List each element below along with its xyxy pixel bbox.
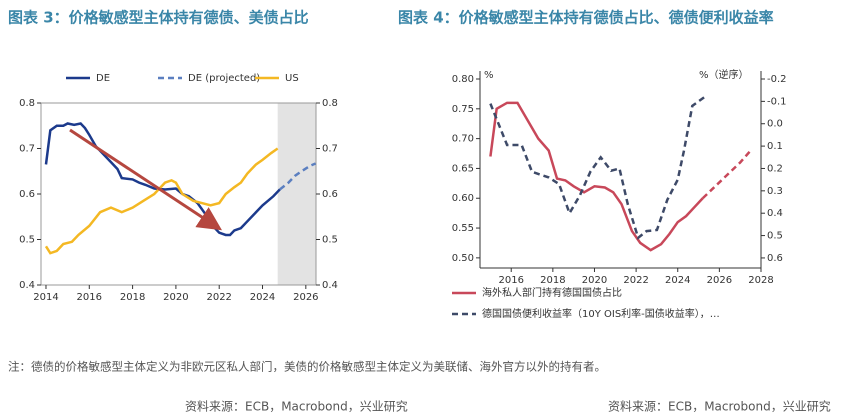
y2-tick-label: -0.2 xyxy=(767,74,787,85)
x-tick-label: 2016 xyxy=(77,292,102,303)
y2-tick-label: 0.3 xyxy=(767,186,783,197)
projection-shade xyxy=(277,103,316,285)
x-tick-label: 2014 xyxy=(33,292,58,303)
note: 注：德债的价格敏感型主体定义为非欧元区私人部门，美债的价格敏感型主体定义为美联储… xyxy=(8,360,606,374)
legend-label: US xyxy=(285,73,299,84)
y-tick-label: 0.55 xyxy=(452,223,474,234)
legend-label: 海外私人部门持有德国国债占比 xyxy=(482,286,622,299)
series-line xyxy=(489,95,706,240)
y-tick-label: 0.7 xyxy=(19,144,35,155)
series-line xyxy=(489,101,704,252)
chart-title: 图表 3：价格敏感型主体持有德债、美债占比 xyxy=(8,9,309,27)
y-tick-label-right: 0.4 xyxy=(322,280,338,291)
y2-tick-label: -0.1 xyxy=(767,96,787,107)
x-tick-label: 2022 xyxy=(623,275,648,286)
x-tick-label: 2018 xyxy=(540,275,565,286)
charts: 图表 3：价格敏感型主体持有德债、美债占比资料来源：ECB，Macrobond，… xyxy=(8,9,831,414)
series-line xyxy=(44,147,279,255)
y-tick-label: 0.80 xyxy=(452,74,474,85)
y-tick-label: 0.65 xyxy=(452,163,474,174)
x-tick-label: 2016 xyxy=(498,275,523,286)
y-unit: % xyxy=(484,70,494,81)
series-line xyxy=(279,162,317,191)
x-tick-label: 2022 xyxy=(206,292,231,303)
legend-label: DE xyxy=(96,73,110,84)
x-tick-label: 2018 xyxy=(120,292,145,303)
y2-tick-label: 0.2 xyxy=(767,163,783,174)
source: 资料来源：ECB，Macrobond，兴业研究 xyxy=(608,399,831,414)
y2-tick-label: 0.1 xyxy=(767,141,783,152)
y-tick-label-right: 0.7 xyxy=(322,144,338,155)
x-tick-label: 2024 xyxy=(665,275,690,286)
chart-title: 图表 4：价格敏感型主体持有德债占比、德债便利收益率 xyxy=(398,9,774,27)
y-tick-label: 0.4 xyxy=(19,280,35,291)
source: 资料来源：ECB，Macrobond，兴业研究 xyxy=(185,399,408,414)
x-tick-label: 2020 xyxy=(163,292,188,303)
x-tick-label: 2028 xyxy=(748,275,773,286)
y-tick-label: 0.60 xyxy=(452,193,474,204)
x-tick-label: 2020 xyxy=(582,275,607,286)
legend-label: 德国国债便利收益率（10Y OIS利率-国债收益率），… xyxy=(482,307,720,320)
trend-arrow xyxy=(69,128,223,231)
x-tick-label: 2026 xyxy=(293,292,318,303)
y-tick-label: 0.75 xyxy=(452,104,474,115)
y2-tick-label: 0.6 xyxy=(767,253,783,264)
y2-tick-label: 0.4 xyxy=(767,208,783,219)
y-tick-label-right: 0.5 xyxy=(322,235,338,246)
series-line xyxy=(701,149,752,200)
y2-tick-label: 0.5 xyxy=(767,231,783,242)
legend-label: DE (projected) xyxy=(188,73,260,84)
y-tick-label: 0.50 xyxy=(452,253,474,264)
y-tick-label-right: 0.8 xyxy=(322,98,338,109)
y2-unit: %（逆序） xyxy=(699,68,749,81)
x-tick-label: 2026 xyxy=(707,275,732,286)
y-tick-label-right: 0.6 xyxy=(322,189,338,200)
y-tick-label: 0.6 xyxy=(19,189,35,200)
y-tick-label: 0.8 xyxy=(19,98,35,109)
y-tick-label: 0.5 xyxy=(19,235,35,246)
y-tick-label: 0.70 xyxy=(452,134,474,145)
x-tick-label: 2024 xyxy=(250,292,275,303)
y2-tick-label: 0.0 xyxy=(767,119,783,130)
